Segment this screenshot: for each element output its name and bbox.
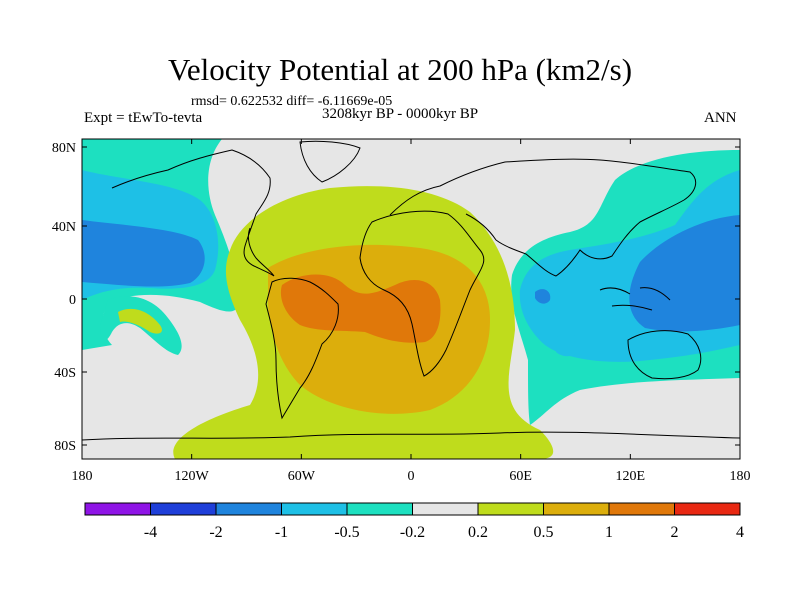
coastline-south-america [265, 277, 339, 420]
lat-tick-label: 80S [54, 439, 76, 454]
longitude-axis: 180 120W 60W 0 60E 120E 180 [72, 469, 751, 484]
axis-ticks [81, 139, 741, 459]
lon-tick-label: 60E [509, 469, 532, 484]
colorbar-label: -0.2 [400, 524, 425, 541]
colorbar-label: -1 [275, 524, 288, 541]
colorbar-label: 0.2 [468, 524, 488, 541]
colorbar-swatch [281, 502, 348, 516]
colorbar-swatch [412, 502, 479, 516]
stats-label: rmsd= 0.622532 diff= -6.11669e-05 [191, 94, 393, 109]
colorbar-label: -2 [209, 524, 222, 541]
latitude-axis: 80N 40N 0 40S 80S [52, 141, 76, 454]
colorbar-label: 1 [605, 524, 613, 541]
coastline-australia [627, 330, 702, 380]
colorbar-swatch [543, 502, 610, 516]
lat-tick-label: 0 [69, 293, 76, 308]
field-small-negative-spot [535, 289, 551, 304]
field-atlantic-strong-positive [280, 274, 441, 343]
lon-tick-label: 0 [408, 469, 415, 484]
colorbar-swatch [608, 502, 675, 516]
coastline-maritime-continent [599, 287, 671, 311]
lat-tick-label: 40N [52, 220, 76, 235]
season-label: ANN [704, 110, 737, 126]
lon-tick-label: 120W [175, 469, 210, 484]
coastline-antarctica [82, 431, 740, 441]
colorbar-label: 2 [671, 524, 679, 541]
lat-tick-label: 80N [52, 141, 76, 156]
colorbar-swatch [215, 502, 282, 516]
lon-tick-label: 180 [72, 469, 93, 484]
colorbar: -4 -2 -1 -0.5 -0.2 0.2 0.5 1 2 4 [84, 502, 744, 541]
field-south-pacific-inner [118, 308, 162, 334]
contour-field [82, 139, 740, 459]
field-indian-ocean-spot [555, 334, 583, 357]
colorbar-swatch [84, 502, 151, 516]
colorbar-swatch [477, 502, 544, 516]
colorbar-swatch [674, 502, 741, 516]
colorbar-swatch [150, 502, 217, 516]
map-title: Velocity Potential at 200 hPa (km2/s) [167, 52, 633, 87]
lat-tick-label: 40S [54, 366, 76, 381]
colorbar-label: 4 [736, 524, 744, 541]
lon-tick-label: 60W [288, 469, 316, 484]
colorbar-label: -0.5 [334, 524, 359, 541]
coastlines [82, 140, 740, 441]
coastline-europe-asia [389, 158, 697, 277]
colorbar-label: 0.5 [534, 524, 554, 541]
colorbar-label: -4 [144, 524, 157, 541]
experiment-label: Expt = tEwTo-tevta [84, 110, 203, 126]
field-west-pacific-strong-negative [629, 215, 740, 332]
lon-tick-label: 180 [730, 469, 751, 484]
coastline-africa [359, 210, 485, 377]
lon-tick-label: 120E [616, 469, 646, 484]
coastline-north-america [111, 149, 275, 277]
field-east-pacific-strong-negative [82, 220, 205, 287]
colorbar-swatch [346, 502, 413, 516]
coastline-greenland [299, 140, 361, 183]
period-label: 3208kyr BP - 0000kyr BP [322, 106, 479, 122]
